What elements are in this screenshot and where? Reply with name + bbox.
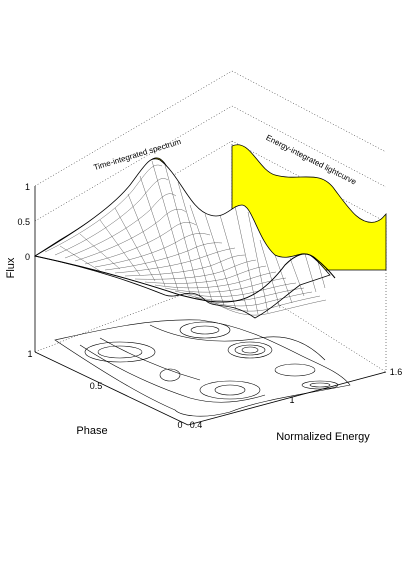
contour-ring [199,380,261,400]
lightcurve-projection [231,144,387,271]
z-tick-label: 0.5 [17,217,30,227]
floor-contours [54,319,351,417]
axes-lines [34,186,387,426]
floor-outline [54,319,351,417]
surface-mesh [33,158,336,319]
contour-ring [214,384,246,396]
spectrum-panel-label: Time-integrated spectrum [93,137,183,172]
contour-line [149,324,326,361]
contour-ring [241,346,259,354]
surface-mesh-lines [44,160,327,316]
contour-line [99,337,201,381]
energy-axis-label: Normalized Energy [276,431,370,443]
contour-ring [179,321,231,339]
contour-ring [97,345,143,359]
contour-ring [227,341,273,359]
contour-line [79,344,266,403]
z-axis-ticks: 1 0.5 0 [17,182,30,262]
contour-ring [159,368,181,382]
z-tick-label: 0 [25,252,30,262]
energy-axis-line [187,371,387,426]
z-tick-label: 1 [25,182,30,192]
energy-axis-ticks: 0.4 1 1.6 [190,367,403,430]
contour-ring [190,325,220,335]
contour-ring [309,382,331,388]
phase-axis-ticks: 1 0.5 0 [27,349,182,430]
surface-front-ridge [34,253,336,303]
phase-axis-line [34,351,189,426]
contour-ring [301,380,339,390]
energy-tick-label: 1 [289,395,294,405]
phase-axis-label: Phase [76,425,107,437]
phase-tick-label: 0 [177,420,182,430]
contour-ring [84,341,156,363]
z-axis-label: Flux [5,257,17,278]
contour-ring [234,344,266,356]
contour-ring [274,363,316,377]
phase-tick-label: 0.5 [90,381,103,391]
phase-tick-label: 1 [27,349,32,359]
energy-tick-label: 0.4 [190,420,203,430]
energy-tick-label: 1.6 [390,367,403,377]
